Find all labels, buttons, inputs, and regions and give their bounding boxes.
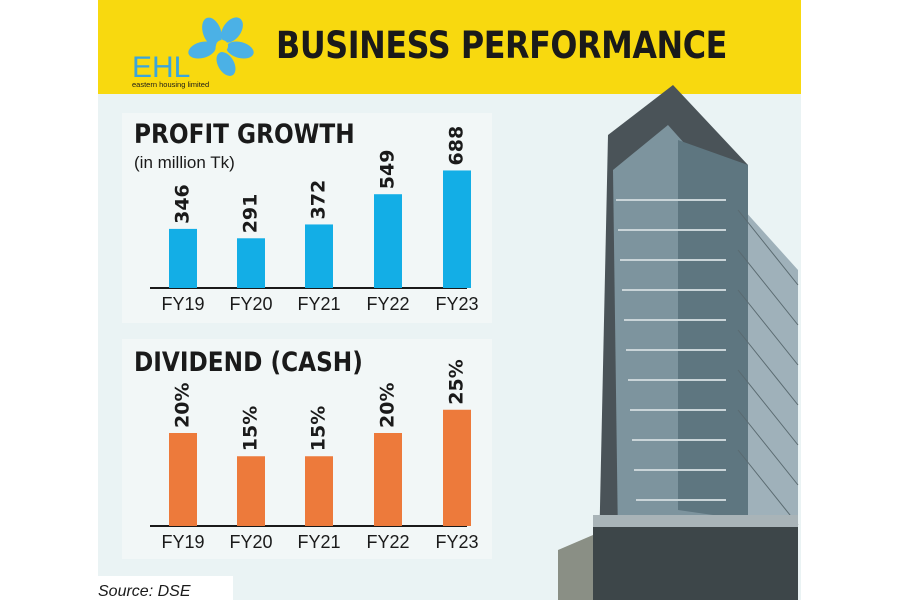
profit-data-label: 291: [240, 194, 262, 234]
profit-tick-label: FY19: [161, 294, 204, 314]
dividend-tick-label: FY21: [297, 532, 340, 552]
profit-bar: [443, 170, 471, 288]
dividend-data-label: 25%: [446, 359, 468, 404]
dividend-data-label: 20%: [172, 383, 194, 428]
dividend-bar: [169, 433, 197, 526]
profit-chart-subtitle: (in million Tk): [134, 153, 235, 172]
dividend-data-label: 20%: [377, 383, 399, 428]
dividend-bar: [237, 456, 265, 526]
dividend-bar: [374, 433, 402, 526]
dividend-bar: [443, 409, 471, 526]
dividend-data-label: 15%: [240, 406, 262, 451]
dividend-tick-label: FY22: [366, 532, 409, 552]
dividend-chart: 20% FY19 15% FY20 15% FY21 20% FY22 25% FY23: [150, 359, 479, 552]
flower-icon: [188, 17, 254, 76]
profit-bar: [169, 228, 197, 288]
profit-bar: [237, 238, 265, 288]
profit-data-label: 346: [172, 184, 194, 224]
dividend-bar: [305, 456, 333, 526]
dividend-panel: DIVIDEND (CASH) 20% FY19 15% FY20 15% FY21 20%…: [122, 339, 492, 559]
main-title: BUSINESS PERFORMANCE: [276, 24, 727, 67]
source-background: [98, 576, 233, 600]
profit-bar: [305, 224, 333, 288]
dividend-tick-label: FY23: [435, 532, 478, 552]
dividend-tick-label: FY20: [229, 532, 272, 552]
profit-chart: 346 FY19 291 FY20 372 FY21 549 FY22 688 FY23: [150, 126, 479, 314]
profit-data-label: 688: [446, 126, 468, 166]
profit-bar: [374, 194, 402, 288]
profit-tick-label: FY23: [435, 294, 478, 314]
logo-tagline: eastern housing limited: [132, 80, 209, 89]
logo-text: EHL: [132, 51, 190, 84]
infographic: EHL eastern housing limited BUSINESS PER…: [98, 0, 801, 600]
profit-chart-title: PROFIT GROWTH: [134, 119, 355, 150]
profit-tick-label: FY20: [229, 294, 272, 314]
source-note: Source: DSE: [98, 583, 191, 600]
dividend-data-label: 15%: [308, 406, 330, 451]
header-banner: EHL eastern housing limited BUSINESS PER…: [98, 0, 801, 94]
profit-tick-label: FY22: [366, 294, 409, 314]
dividend-chart-title: DIVIDEND (CASH): [134, 347, 363, 378]
building-illustration: [558, 85, 799, 600]
dividend-tick-label: FY19: [161, 532, 204, 552]
profit-growth-panel: PROFIT GROWTH (in million Tk) 346 FY19 291…: [122, 113, 492, 323]
profit-data-label: 549: [377, 150, 399, 190]
profit-tick-label: FY21: [297, 294, 340, 314]
ehl-logo: EHL eastern housing limited: [132, 17, 254, 89]
profit-data-label: 372: [308, 180, 330, 220]
